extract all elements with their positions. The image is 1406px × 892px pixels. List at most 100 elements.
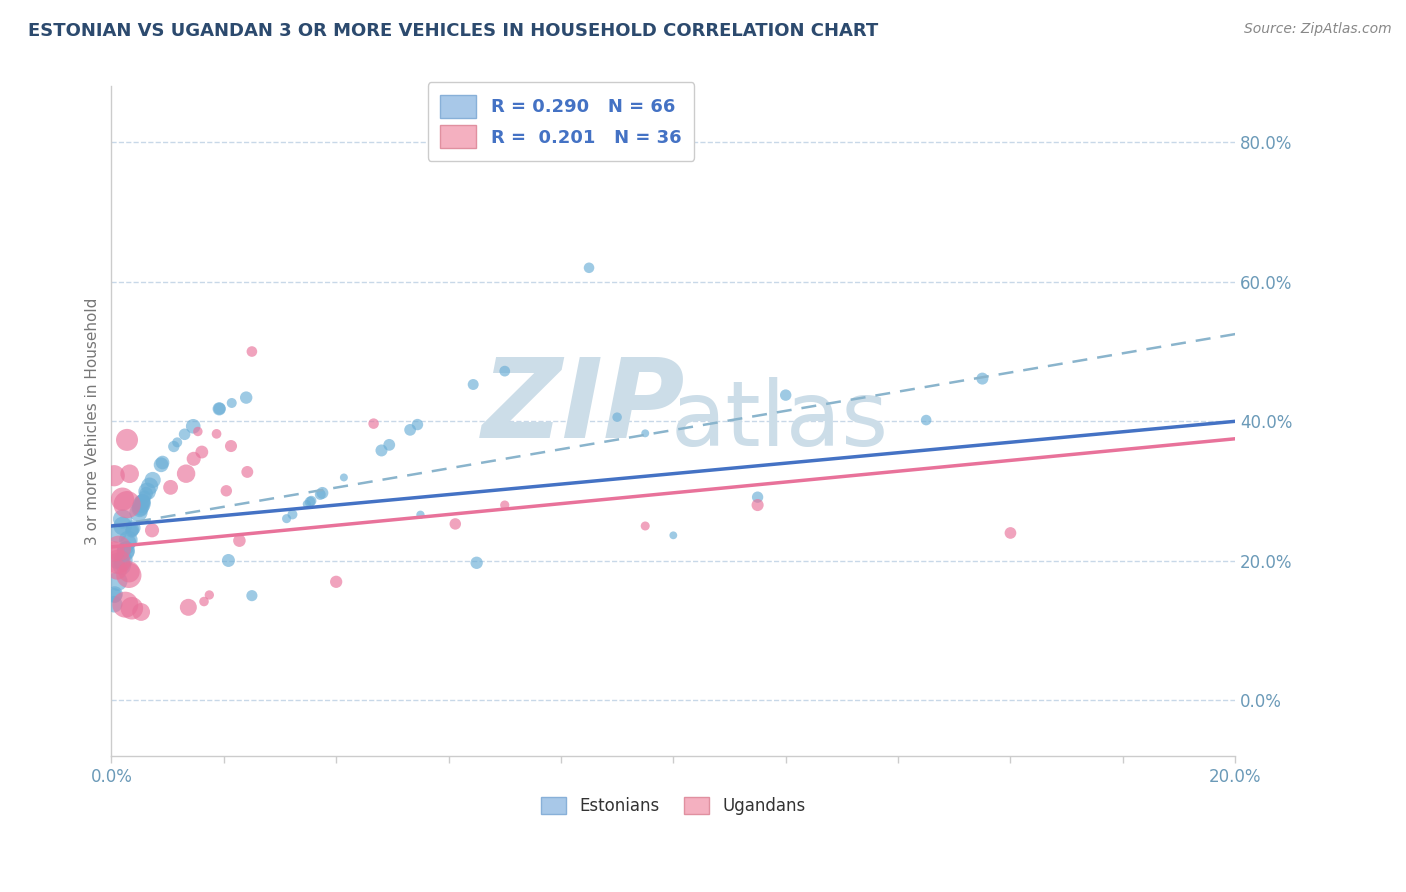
Point <box>105 554 128 568</box>
Text: ZIP: ZIP <box>482 354 685 461</box>
Point <box>217 553 239 567</box>
Point <box>103 544 125 558</box>
Point <box>399 423 422 437</box>
Point <box>103 589 125 603</box>
Point <box>131 497 153 511</box>
Point <box>370 443 392 458</box>
Point <box>775 388 797 402</box>
Point <box>198 588 221 602</box>
Point <box>634 519 657 533</box>
Point <box>115 543 138 558</box>
Point <box>134 490 156 504</box>
Point <box>494 498 516 512</box>
Point <box>114 598 136 612</box>
Point <box>166 435 188 450</box>
Point <box>112 553 135 567</box>
Point <box>634 426 657 441</box>
Text: atlas: atlas <box>671 377 889 466</box>
Point <box>121 601 143 615</box>
Point <box>131 495 153 509</box>
Point <box>183 451 205 466</box>
Point <box>333 470 356 484</box>
Point <box>136 484 159 499</box>
Point <box>325 574 347 589</box>
Point <box>578 260 600 275</box>
Point <box>107 555 129 569</box>
Point <box>117 535 139 549</box>
Point <box>406 417 429 432</box>
Point <box>121 524 143 538</box>
Point <box>444 516 467 531</box>
Point <box>240 344 263 359</box>
Point <box>187 425 209 439</box>
Point <box>298 495 321 509</box>
Point <box>378 438 401 452</box>
Point <box>111 557 134 571</box>
Point <box>152 456 174 470</box>
Point <box>193 594 215 608</box>
Point <box>299 493 322 508</box>
Point <box>208 401 231 416</box>
Point <box>141 524 163 538</box>
Point <box>606 410 628 425</box>
Point <box>131 494 153 508</box>
Point <box>135 486 157 500</box>
Point <box>111 519 134 533</box>
Point <box>747 498 769 512</box>
Point <box>174 467 197 481</box>
Point <box>173 427 195 442</box>
Point <box>150 458 173 472</box>
Point <box>107 574 129 589</box>
Point <box>107 541 129 556</box>
Text: Source: ZipAtlas.com: Source: ZipAtlas.com <box>1244 22 1392 37</box>
Point <box>915 413 938 427</box>
Point <box>129 500 152 514</box>
Point <box>191 445 214 459</box>
Point <box>129 605 152 619</box>
Point <box>122 521 145 535</box>
Point <box>118 467 141 481</box>
Point <box>236 465 259 479</box>
Point <box>111 492 134 507</box>
Point <box>463 377 485 392</box>
Point <box>118 568 141 582</box>
Point <box>465 556 488 570</box>
Point <box>235 391 257 405</box>
Point <box>215 483 238 498</box>
Point <box>409 508 432 522</box>
Point <box>208 401 231 416</box>
Point <box>121 523 143 537</box>
Point <box>118 565 141 579</box>
Point <box>142 473 165 487</box>
Point <box>105 563 128 577</box>
Point <box>662 528 685 542</box>
Point <box>127 505 149 519</box>
Legend: Estonians, Ugandans: Estonians, Ugandans <box>534 790 813 822</box>
Point <box>181 419 204 434</box>
Point <box>115 433 138 447</box>
Point <box>276 511 298 525</box>
Point <box>972 371 994 385</box>
Text: ESTONIAN VS UGANDAN 3 OR MORE VEHICLES IN HOUSEHOLD CORRELATION CHART: ESTONIAN VS UGANDAN 3 OR MORE VEHICLES I… <box>28 22 879 40</box>
Point <box>103 597 125 611</box>
Point <box>1000 525 1022 540</box>
Point <box>111 512 134 526</box>
Point <box>177 600 200 615</box>
Point <box>309 487 332 501</box>
Point <box>240 589 263 603</box>
Point <box>163 440 186 454</box>
Point <box>105 525 128 540</box>
Point <box>115 541 138 555</box>
Point <box>111 558 134 573</box>
Point <box>117 533 139 547</box>
Point <box>363 417 385 431</box>
Y-axis label: 3 or more Vehicles in Household: 3 or more Vehicles in Household <box>86 298 100 545</box>
Point <box>228 533 250 548</box>
Point <box>114 545 136 559</box>
Point <box>281 508 304 522</box>
Point <box>103 468 125 483</box>
Point <box>747 490 769 504</box>
Point <box>159 480 181 494</box>
Point <box>115 498 138 512</box>
Point <box>219 439 242 453</box>
